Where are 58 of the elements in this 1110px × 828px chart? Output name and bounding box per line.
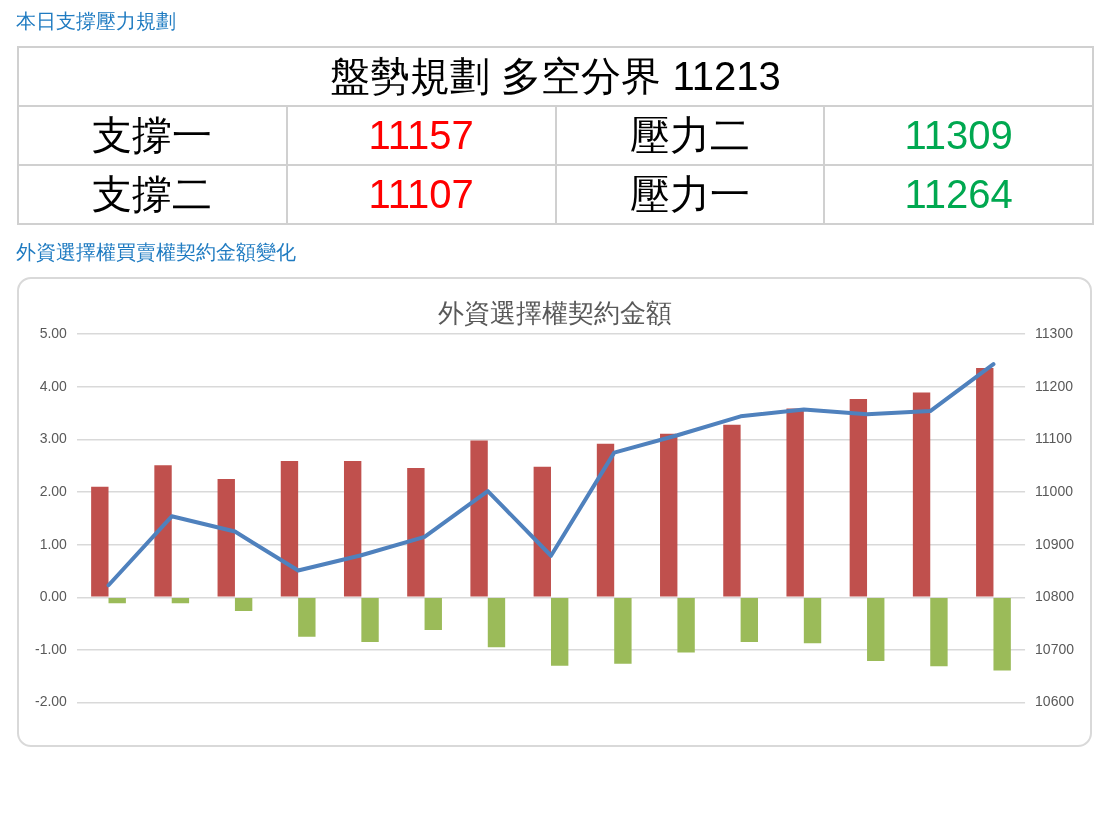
bar [470, 440, 488, 597]
bar [786, 408, 804, 597]
bar [280, 461, 299, 597]
text: 11157 [286, 106, 556, 165]
bar [930, 598, 948, 667]
text: 壓力一 [555, 165, 825, 224]
bar [867, 598, 885, 662]
text: 11309 [824, 106, 1093, 165]
text: 壓力二 [555, 106, 825, 165]
y-tick-label: 3.00 [39, 430, 68, 447]
bar [723, 424, 741, 597]
bar [976, 367, 994, 597]
y2-tick-label: 11200 [1035, 377, 1074, 394]
bar [740, 598, 759, 643]
y-tick-label: 2.00 [39, 482, 68, 499]
y-tick-label: -1.00 [34, 640, 68, 657]
bar [803, 598, 822, 644]
bar [217, 478, 235, 597]
bar [171, 598, 190, 604]
text: 11264 [824, 165, 1093, 224]
bar [407, 467, 425, 597]
y-tick-label: 1.00 [39, 535, 68, 552]
bar [298, 598, 316, 637]
y-tick-label: -2.00 [34, 693, 68, 710]
bar [234, 598, 253, 612]
text: 支撐一 [18, 106, 287, 165]
text: 盤勢規劃 多空分界 11213 [18, 47, 1093, 106]
y-tick-label: 0.00 [39, 588, 68, 605]
bar [343, 461, 362, 597]
chart-title: 外資選擇權買賣權契約金額變化 [16, 240, 297, 265]
bar [487, 598, 506, 648]
bar [993, 598, 1011, 671]
chart-subtitle: 外資選擇權契約金額 [437, 297, 672, 328]
y2-tick-label: 11100 [1035, 430, 1073, 447]
bar [424, 598, 442, 630]
y-tick-label: 4.00 [39, 377, 68, 394]
bar [533, 466, 551, 597]
bar [677, 598, 695, 653]
y2-tick-label: 11300 [1035, 325, 1074, 342]
y-tick-label: 5.00 [39, 325, 68, 342]
text: 本日支撐壓力規劃 [16, 9, 177, 34]
y2-tick-label: 10800 [1035, 588, 1075, 605]
y2-tick-label: 10900 [1035, 535, 1075, 552]
bar [660, 433, 678, 597]
bar [849, 398, 868, 597]
text: 支撐二 [18, 165, 287, 224]
bar [912, 392, 931, 597]
bar [91, 486, 109, 597]
y2-tick-label: 10700 [1035, 640, 1075, 657]
bar [154, 465, 172, 597]
bar [596, 443, 615, 597]
bar [108, 598, 126, 604]
y2-tick-label: 11000 [1035, 482, 1074, 499]
bar [550, 598, 569, 666]
text: 11107 [286, 165, 556, 224]
y2-tick-label: 10600 [1035, 693, 1075, 710]
bar [614, 598, 632, 664]
bar [361, 598, 379, 643]
